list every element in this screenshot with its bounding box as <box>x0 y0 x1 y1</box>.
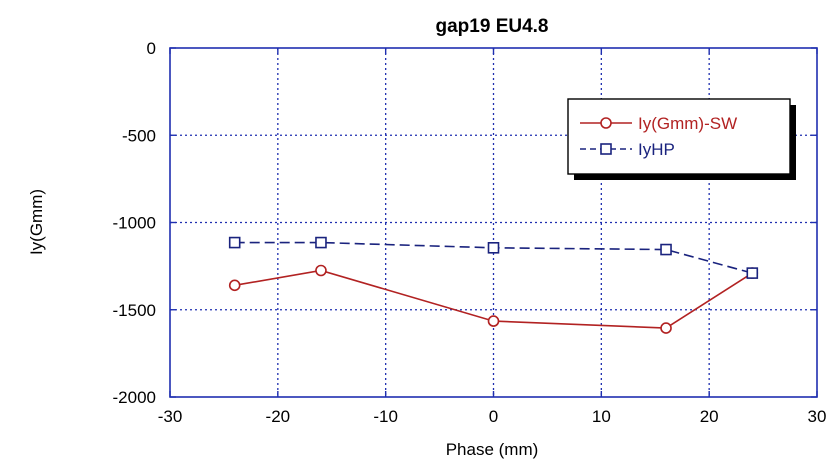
series-group <box>228 236 759 334</box>
grid <box>170 48 817 397</box>
legend-label: IyHP <box>638 140 675 159</box>
legend-marker <box>600 143 612 155</box>
data-point <box>660 243 672 256</box>
tick-labels: -30 -20 -10 0 10 20 30 0 -500 -1000 -1500 -2000 <box>113 39 827 426</box>
y-axis-label: Iy(Gmm) <box>27 189 46 255</box>
legend-label: Iy(Gmm)-SW <box>638 114 737 133</box>
chart-title: gap19 EU4.8 <box>436 16 549 37</box>
data-point <box>487 315 500 327</box>
data-point <box>487 242 500 254</box>
series-1 <box>228 236 759 279</box>
x-tick-label: 0 <box>489 407 498 426</box>
plot-frame <box>169 47 818 398</box>
series-0 <box>228 264 759 334</box>
y-tick-label: 0 <box>147 39 156 58</box>
x-tick-label: 10 <box>592 407 611 426</box>
data-point <box>315 264 327 277</box>
data-point <box>660 322 672 334</box>
y-tick-label: -1500 <box>113 301 156 320</box>
data-point <box>228 279 241 292</box>
legend-box <box>567 98 791 175</box>
data-point <box>315 236 327 249</box>
data-point <box>746 267 759 279</box>
x-tick-label: -20 <box>266 407 291 426</box>
x-tick-label: 30 <box>808 407 827 426</box>
legend: Iy(Gmm)-SW IyHP <box>567 98 796 180</box>
y-tick-label: -500 <box>122 126 156 145</box>
x-tick-label: -30 <box>158 407 183 426</box>
x-tick-label: -10 <box>373 407 398 426</box>
y-tick-label: -2000 <box>113 388 156 407</box>
legend-marker <box>600 117 612 129</box>
x-axis-label: Phase (mm) <box>446 440 539 459</box>
data-point <box>228 236 241 249</box>
x-tick-label: 20 <box>700 407 719 426</box>
y-tick-label: -1000 <box>113 214 156 233</box>
